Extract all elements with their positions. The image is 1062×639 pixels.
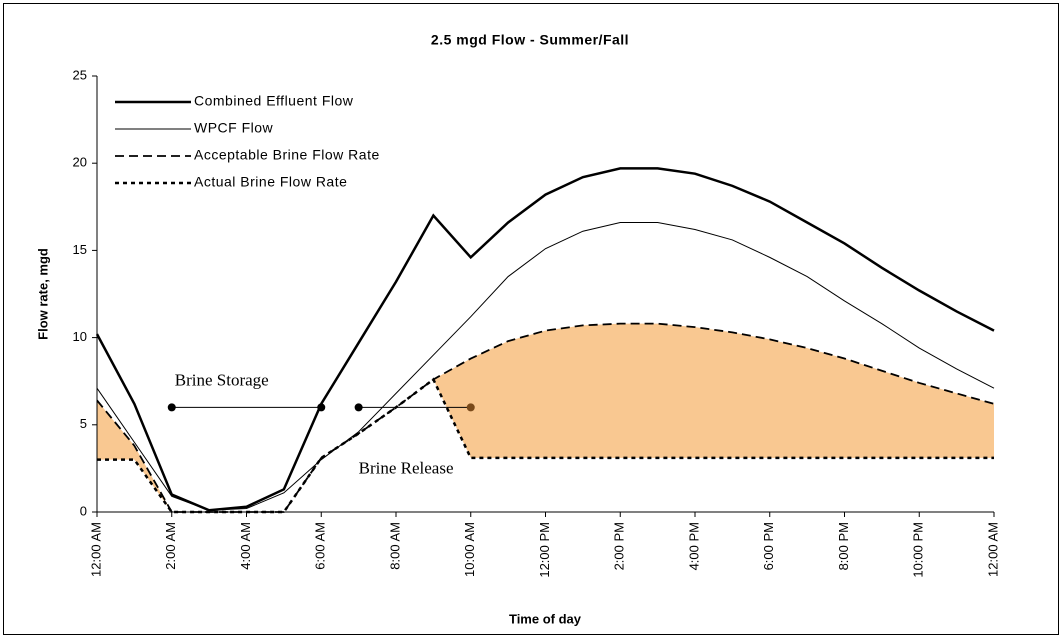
x-tick-label: 2:00 PM	[612, 522, 627, 570]
chart-title: 2.5 mgd Flow - Summer/Fall	[431, 32, 629, 48]
legend-label: Acceptable Brine Flow Rate	[194, 147, 380, 163]
annotation-dot	[466, 403, 475, 412]
x-tick-label: 10:00 PM	[911, 522, 926, 578]
x-tick-label: 12:00 AM	[88, 522, 103, 577]
y-tick-label: 15	[73, 242, 87, 257]
annotation-dot	[167, 403, 176, 412]
annotation-dot	[354, 403, 363, 412]
x-tick-label: 2:00 AM	[163, 522, 178, 570]
x-tick-label: 4:00 PM	[686, 522, 701, 570]
x-tick-label: 8:00 PM	[836, 522, 851, 570]
x-tick-label: 4:00 AM	[238, 522, 253, 570]
series-line	[96, 322, 995, 513]
legend-label: WPCF Flow	[194, 120, 274, 136]
x-tick-label: 8:00 AM	[387, 522, 402, 570]
x-tick-label: 12:00 PM	[537, 522, 552, 578]
brine-area	[97, 323, 994, 512]
y-axis-title: Flow rate, mgd	[35, 248, 50, 340]
legend-label: Combined Effluent Flow	[194, 93, 354, 109]
annotation-label: Brine Release	[359, 458, 454, 477]
y-tick-label: 0	[80, 503, 87, 518]
y-tick-label: 10	[73, 329, 87, 344]
x-tick-label: 6:00 AM	[313, 522, 328, 570]
legend-label: Actual Brine Flow Rate	[194, 174, 347, 190]
series-line	[97, 377, 994, 514]
chart-border	[3, 3, 1059, 635]
y-tick-label: 25	[73, 67, 87, 82]
x-tick-label: 6:00 PM	[761, 522, 776, 570]
annotation-dot	[317, 403, 326, 412]
y-tick-label: 20	[73, 155, 87, 170]
annotation-label: Brine Storage	[175, 370, 269, 389]
x-tick-label: 10:00 AM	[462, 522, 477, 577]
x-tick-label: 12:00 AM	[985, 522, 1000, 577]
series-line	[96, 221, 995, 511]
x-axis-title: Time of day	[509, 611, 582, 626]
y-tick-label: 5	[80, 416, 87, 431]
series-line	[95, 167, 995, 512]
